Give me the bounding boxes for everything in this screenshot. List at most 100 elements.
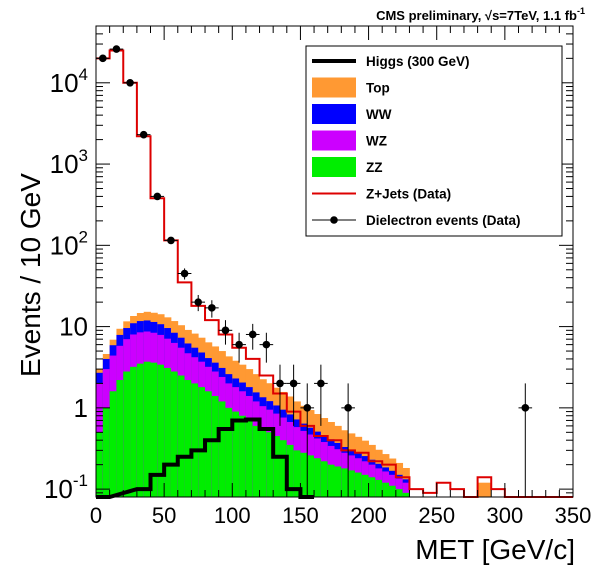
bar-zz xyxy=(102,407,111,497)
bar-zz xyxy=(191,383,199,497)
legend-entry-zz: ZZ xyxy=(312,157,383,177)
higgs-line xyxy=(96,417,315,499)
higgs-signal-histogram xyxy=(96,417,315,499)
bar-zz xyxy=(109,391,117,497)
bar-zz xyxy=(177,375,185,497)
bar-zz xyxy=(164,367,172,497)
bar-zz xyxy=(116,380,124,497)
legend-swatch xyxy=(312,104,356,124)
legend-entry-ww: WW xyxy=(312,104,392,124)
data-point xyxy=(123,79,137,87)
bar-zz xyxy=(273,436,281,497)
bar-zz xyxy=(170,371,179,497)
bar-zz xyxy=(232,411,240,497)
bar-zz xyxy=(375,479,383,497)
data-point xyxy=(218,320,233,345)
data-marker xyxy=(167,236,175,245)
data-marker xyxy=(276,379,284,388)
bar-zz xyxy=(239,415,247,497)
data-point xyxy=(177,268,192,280)
bar-top xyxy=(477,482,492,497)
bar-zz xyxy=(266,432,274,497)
bar-zz xyxy=(218,401,226,497)
bar-zz xyxy=(395,489,404,497)
x-tick-label: 200 xyxy=(350,503,387,528)
legend-entry-top: Top xyxy=(312,77,390,98)
bar-zz xyxy=(143,361,151,497)
bar-zz xyxy=(320,461,329,497)
bar-zz xyxy=(205,391,213,497)
x-axis-title: MET [GeV/c] xyxy=(415,534,575,565)
bar-zz xyxy=(211,395,220,497)
data-marker xyxy=(180,269,189,278)
data-marker xyxy=(139,130,148,139)
bar-wz xyxy=(395,478,404,497)
x-tick-label: 100 xyxy=(214,503,251,528)
x-tick-label: 300 xyxy=(486,503,523,528)
chart-caption: CMS preliminary, √s=7TeV, 1.1 fb-1 xyxy=(376,6,585,23)
bar-zz xyxy=(361,474,369,497)
data-point xyxy=(300,383,315,497)
y-tick-label: 10-1 xyxy=(44,471,88,504)
y-axis-title: Events / 10 GeV xyxy=(15,173,46,377)
bar-zz xyxy=(348,470,356,497)
bar-zz xyxy=(150,362,158,497)
bar-zz xyxy=(368,477,376,497)
data-marker xyxy=(303,404,312,412)
data-point xyxy=(191,294,206,312)
data-marker xyxy=(112,45,121,53)
y-axis-ticks: 10-1 1 10 102 103 104 xyxy=(44,25,573,504)
bar-wz xyxy=(402,482,410,497)
legend-label: Z+Jets (Data) xyxy=(366,187,451,202)
legend-entry-higgs: Higgs (300 GeV) xyxy=(312,54,470,69)
data-point xyxy=(164,236,178,245)
legend: Higgs (300 GeV) Top WW WZ ZZ Z+Jets (Data) Die… xyxy=(305,45,563,237)
y-tick-label: 1 xyxy=(74,393,88,423)
legend-entry-zjets: Z+Jets (Data) xyxy=(312,187,451,202)
data-marker xyxy=(153,192,162,201)
data-marker xyxy=(194,298,203,306)
bar-zz xyxy=(293,450,301,497)
data-marker xyxy=(126,79,134,87)
data-point xyxy=(286,364,301,426)
bar-zz xyxy=(389,485,397,497)
y-tick-label: 104 xyxy=(50,65,88,98)
x-tick-label: 0 xyxy=(90,503,102,528)
bar-zz xyxy=(307,455,315,497)
legend-label: Higgs (300 GeV) xyxy=(366,54,470,69)
bar-zz xyxy=(184,380,192,497)
data-marker xyxy=(317,379,325,388)
bar-zz xyxy=(259,428,267,497)
legend-swatch xyxy=(312,77,356,98)
data-marker xyxy=(289,379,298,388)
bar-zz xyxy=(279,440,288,497)
legend-entry-data: Dielectron events (Data) xyxy=(312,213,521,228)
data-point xyxy=(341,383,355,497)
legend-swatch xyxy=(312,130,356,151)
bar-zz xyxy=(382,482,390,497)
y-tick-label: 103 xyxy=(50,146,88,179)
data-point xyxy=(232,332,246,363)
bar-zz xyxy=(136,363,145,497)
data-point xyxy=(245,323,260,350)
y-tick-label: 102 xyxy=(50,227,88,260)
x-tick-label: 150 xyxy=(282,503,319,528)
plot-frame xyxy=(95,25,574,498)
x-tick-label: 50 xyxy=(152,503,176,528)
x-tick-label: 250 xyxy=(418,503,455,528)
data-point xyxy=(273,364,287,426)
legend-entries: Higgs (300 GeV) Top WW WZ ZZ Z+Jets (Data) Die… xyxy=(312,54,521,228)
legend-label: WZ xyxy=(366,134,387,149)
legend-label: Dielectron events (Data) xyxy=(366,213,521,228)
bar-zz xyxy=(252,425,260,497)
legend-swatch xyxy=(312,157,356,177)
legend-label: WW xyxy=(366,107,392,122)
data-marker xyxy=(208,304,216,312)
bar-zz xyxy=(123,371,131,497)
stacked-background-histograms xyxy=(96,311,492,497)
bar-zz xyxy=(198,387,206,497)
data-marker xyxy=(235,340,243,349)
data-point xyxy=(314,364,328,426)
data-point xyxy=(518,383,533,497)
